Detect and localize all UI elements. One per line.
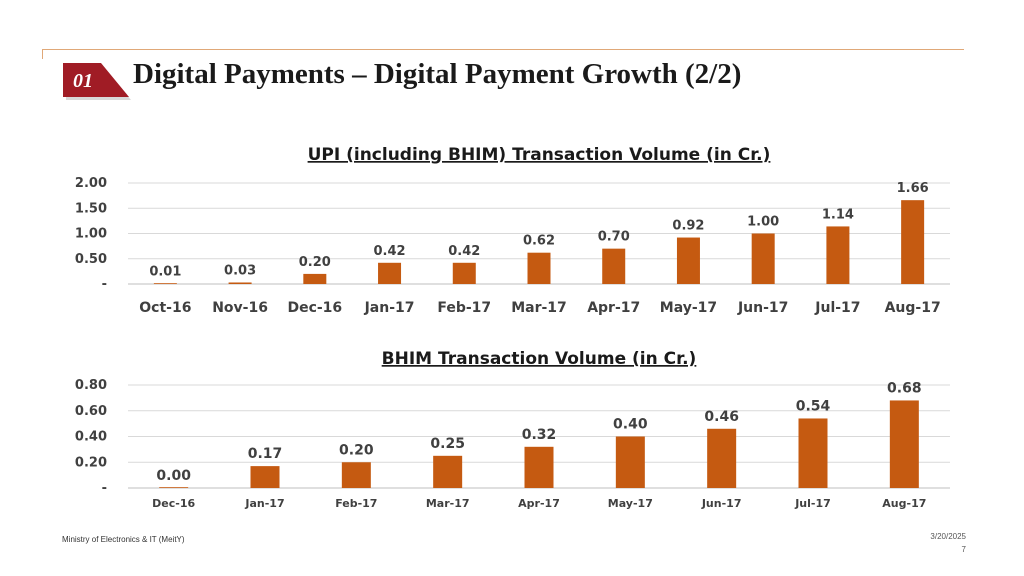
bar-jun-17 [751, 233, 775, 284]
category-label: Jul-17 [794, 497, 831, 510]
chart-title: BHIM Transaction Volume (in Cr.) [382, 349, 697, 369]
category-label: Dec-16 [152, 497, 195, 510]
bar-feb-17 [452, 262, 476, 284]
value-label: 1.00 [747, 215, 779, 230]
page-title: Digital Payments – Digital Payment Growt… [133, 58, 742, 90]
category-label: May-17 [660, 300, 717, 316]
bar-aug-17 [901, 200, 925, 284]
category-label: Oct-16 [139, 300, 191, 316]
bar-oct-16 [153, 283, 177, 284]
category-label: Jan-17 [244, 497, 284, 510]
category-label: Mar-17 [426, 497, 470, 510]
bar-jun-17 [707, 428, 737, 488]
bar-feb-17 [341, 462, 371, 488]
value-label: 0.92 [672, 219, 704, 234]
y-tick-label: 1.00 [75, 227, 107, 242]
y-tick-label: 1.50 [75, 201, 107, 216]
category-label: Apr-17 [518, 497, 560, 510]
value-label: 1.14 [822, 207, 854, 222]
bar-apr-17 [602, 248, 626, 284]
value-label: 0.20 [339, 442, 374, 458]
y-tick-label: - [102, 277, 107, 292]
bar-nov-16 [228, 282, 252, 284]
category-label: Feb-17 [437, 300, 491, 316]
category-label: Dec-16 [287, 300, 342, 316]
bar-jul-17 [798, 418, 828, 488]
value-label: 0.32 [522, 427, 557, 443]
y-tick-label: 2.00 [75, 176, 107, 191]
category-label: Nov-16 [212, 300, 268, 316]
slide-number: 01 [73, 70, 93, 92]
value-label: 0.42 [374, 244, 406, 259]
bar-jul-17 [826, 226, 850, 284]
y-tick-label: - [102, 481, 107, 496]
chart-title: UPI (including BHIM) Transaction Volume … [308, 145, 771, 165]
category-label: Aug-17 [885, 300, 941, 316]
value-label: 0.00 [156, 468, 191, 484]
value-label: 0.62 [523, 234, 555, 249]
upi-chart: UPI (including BHIM) Transaction Volume … [75, 145, 950, 316]
page-number: 7 [961, 545, 966, 554]
y-tick-label: 0.20 [75, 455, 107, 470]
value-label: 0.01 [149, 264, 181, 279]
value-label: 1.66 [897, 181, 929, 196]
value-label: 0.70 [598, 230, 630, 245]
top-rule-tick [42, 49, 43, 59]
bar-dec-16 [303, 273, 327, 284]
y-tick-label: 0.50 [75, 252, 107, 267]
value-label: 0.17 [248, 446, 283, 462]
value-label: 0.40 [613, 417, 648, 433]
category-label: Jun-17 [701, 497, 742, 510]
value-label: 0.46 [704, 409, 739, 425]
bar-may-17 [615, 436, 645, 488]
footer-date: 3/20/2025 [930, 532, 966, 541]
y-tick-label: 0.80 [75, 378, 107, 393]
bhim-chart: BHIM Transaction Volume (in Cr.) - 0.20 0.4… [75, 349, 950, 510]
category-label: Jun-17 [737, 300, 788, 316]
value-label: 0.54 [796, 398, 831, 414]
y-tick-label: 0.60 [75, 404, 107, 419]
bar-aug-17 [889, 400, 919, 488]
bar-may-17 [676, 237, 700, 284]
category-label: May-17 [608, 497, 653, 510]
bar-mar-17 [433, 455, 463, 488]
category-label: Apr-17 [587, 300, 640, 316]
value-label: 0.68 [887, 380, 922, 396]
category-label: Jul-17 [814, 300, 860, 316]
category-label: Feb-17 [335, 497, 377, 510]
bar-jan-17 [378, 262, 402, 284]
footer-ministry: Ministry of Electronics & IT (MeitY) [62, 535, 185, 544]
bar-mar-17 [527, 252, 551, 284]
bar-dec-16 [159, 487, 189, 488]
value-label: 0.03 [224, 263, 256, 278]
category-label: Jan-17 [364, 300, 415, 316]
bar-jan-17 [250, 466, 280, 488]
y-tick-label: 0.40 [75, 430, 107, 445]
value-label: 0.20 [299, 255, 331, 270]
slide-number-badge [63, 63, 131, 100]
category-label: Mar-17 [511, 300, 567, 316]
value-label: 0.25 [430, 436, 465, 452]
bar-apr-17 [524, 446, 554, 488]
category-label: Aug-17 [882, 497, 926, 510]
top-rule [42, 49, 964, 50]
value-label: 0.42 [448, 244, 480, 259]
